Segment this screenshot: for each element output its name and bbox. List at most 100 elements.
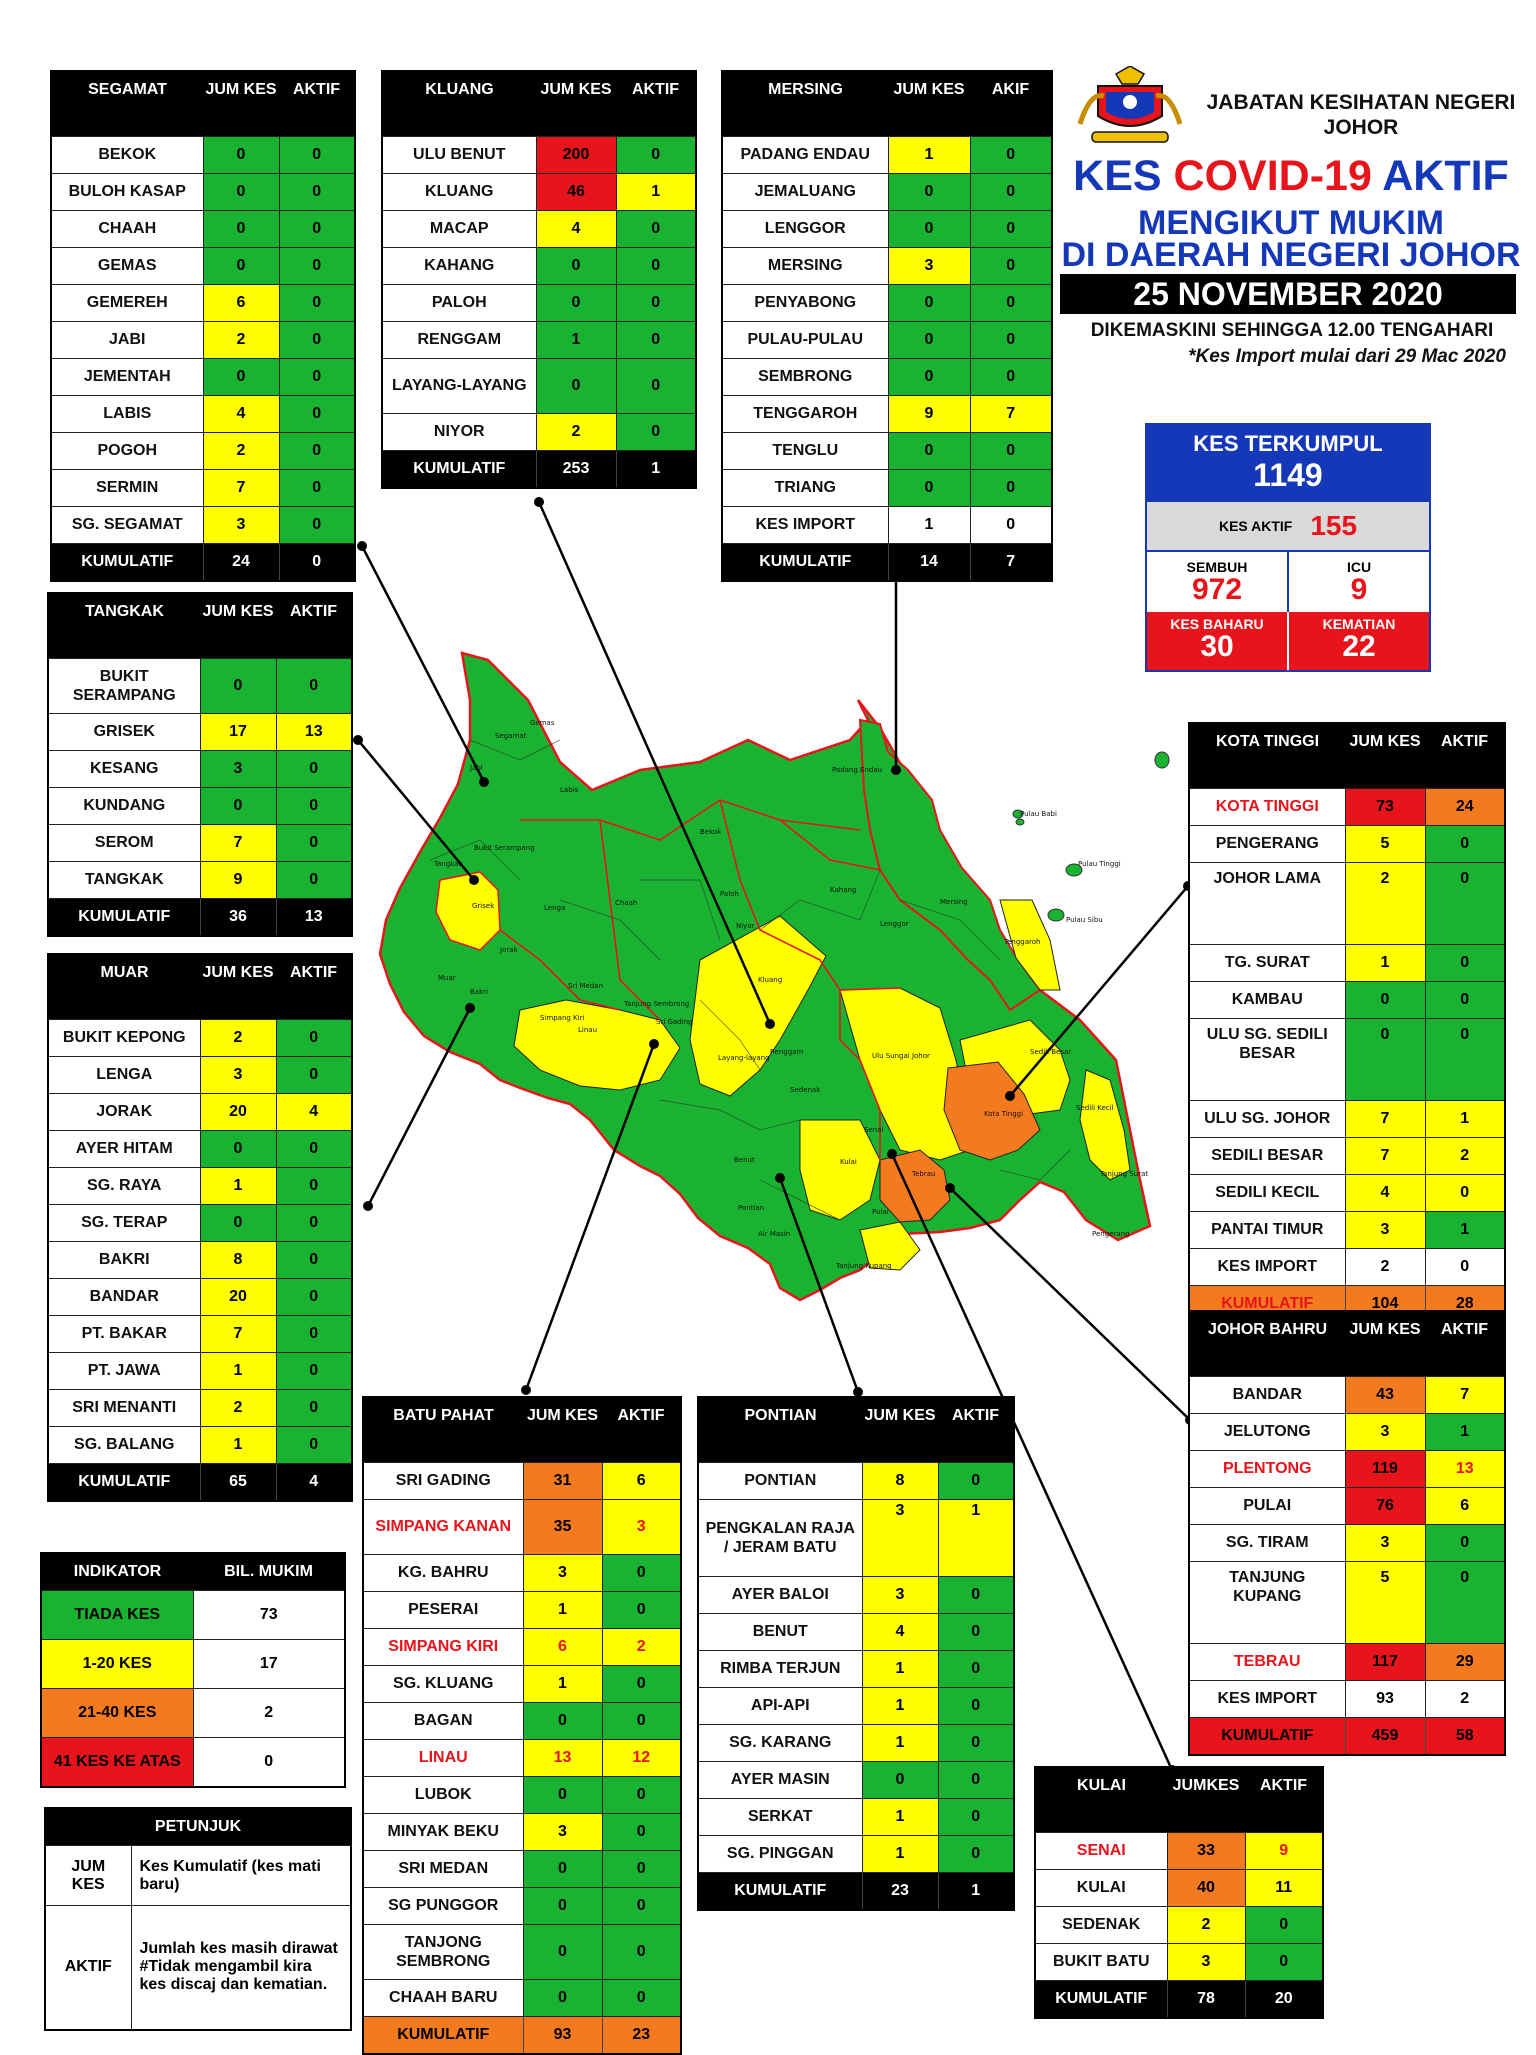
indicator-legend: INDIKATOR BIL. MUKIM TIADA KES 73 1-20 KES… — [40, 1552, 346, 1788]
table-row: SG. BALANG 1 0 — [47, 1426, 353, 1464]
stats-panel: KES TERKUMPUL 1149 KES AKTIF 155 SEMBUH … — [1145, 423, 1431, 672]
table-row: ULU BENUT 200 0 — [381, 136, 697, 174]
svg-text:Padang Endau: Padang Endau — [832, 766, 882, 774]
table-row: JEMALUANG 0 0 — [721, 173, 1053, 211]
table-row: SEDILI KECIL 4 0 — [1188, 1174, 1506, 1212]
table-row: BUKIT SERAMPANG 0 0 — [47, 658, 353, 714]
table-row: LENGA 3 0 — [47, 1056, 353, 1094]
table-row: BUKIT BATU 3 0 — [1034, 1943, 1324, 1981]
svg-text:Grisek: Grisek — [472, 902, 495, 910]
table-row: PENYABONG 0 0 — [721, 284, 1053, 322]
svg-text:Benut: Benut — [734, 1156, 755, 1164]
import-note: *Kes Import mulai dari 29 Mac 2020 — [1188, 346, 1506, 367]
legend-row: TIADA KES 73 — [40, 1590, 346, 1640]
svg-text:Jabi: Jabi — [469, 764, 483, 772]
new-cases-value: 30 — [1200, 630, 1234, 663]
table-row: PADANG ENDAU 1 0 — [721, 136, 1053, 174]
table-total-row: KUMULATIF 459 58 — [1188, 1717, 1506, 1756]
table-row: PENGKALAN RAJA / JERAM BATU 3 1 — [697, 1499, 1015, 1577]
svg-text:Lenggor: Lenggor — [880, 920, 909, 928]
table-row: KES IMPORT 2 0 — [1188, 1248, 1506, 1286]
svg-text:Linau: Linau — [578, 1026, 597, 1034]
table-row: TEBRAU 117 29 — [1188, 1643, 1506, 1681]
svg-text:Tanjung Sembrong: Tanjung Sembrong — [623, 1000, 689, 1008]
deaths-box: KEMATIAN 22 — [1287, 612, 1429, 670]
svg-text:Tangkak: Tangkak — [433, 860, 464, 868]
map-label-segamat: Segamat — [495, 732, 527, 740]
table-row: AYER MASIN 0 0 — [697, 1761, 1015, 1799]
svg-text:Pulai: Pulai — [872, 1208, 889, 1216]
johor-coat-of-arms-icon — [1068, 65, 1192, 150]
table-row: PULAU-PULAU 0 0 — [721, 321, 1053, 359]
table-row: TENGLU 0 0 — [721, 432, 1053, 470]
svg-text:Tebrau: Tebrau — [911, 1170, 935, 1178]
svg-text:Jorak: Jorak — [499, 946, 519, 954]
svg-text:Senai: Senai — [864, 1126, 883, 1134]
svg-text:Ulu Sungai Johor: Ulu Sungai Johor — [872, 1052, 930, 1060]
table-row: SEMBRONG 0 0 — [721, 358, 1053, 396]
table-kota-tinggi: KOTA TINGGI JUM KES AKTIF KOTA TINGGI 73 24 … — [1188, 722, 1506, 1324]
guide-legend: PETUNJUK JUM KES Kes Kumulatif (kes mati … — [44, 1807, 353, 2031]
table-row: BEKOK 0 0 — [50, 136, 356, 174]
table-total-row: KUMULATIF 78 20 — [1034, 1980, 1324, 2019]
svg-text:Air Masin: Air Masin — [758, 1230, 790, 1238]
table-row: ULU SG. SEDILI BESAR 0 0 — [1188, 1018, 1506, 1101]
table-row: TANGKAK 9 0 — [47, 861, 353, 899]
svg-text:Gemas: Gemas — [530, 719, 555, 727]
table-row: KOTA TINGGI 73 24 — [1188, 788, 1506, 826]
table-row: KUNDANG 0 0 — [47, 787, 353, 825]
recovered-box: SEMBUH 972 — [1147, 550, 1287, 612]
table-total-row: KUMULATIF 24 0 — [50, 543, 356, 582]
table-row: MACAP 4 0 — [381, 210, 697, 248]
table-row: TRIANG 0 0 — [721, 469, 1053, 507]
table-row: BULOH KASAP 0 0 — [50, 173, 356, 211]
report-date: 25 NOVEMBER 2020 — [1060, 274, 1516, 314]
svg-text:Lenga: Lenga — [544, 904, 565, 912]
table-row: PESERAI 1 0 — [362, 1591, 682, 1629]
table-row: SRI MEDAN 0 0 — [362, 1850, 682, 1888]
table-row: JOHOR LAMA 2 0 — [1188, 862, 1506, 945]
svg-text:Kahang: Kahang — [830, 886, 856, 894]
table-row: SG. TERAP 0 0 — [47, 1204, 353, 1242]
svg-text:Chaah: Chaah — [615, 899, 637, 907]
table-row: PT. BAKAR 7 0 — [47, 1315, 353, 1353]
table-row: SRI MENANTI 2 0 — [47, 1389, 353, 1427]
guide-row: AKTIF Jumlah kes masih dirawat #Tidak men… — [44, 1905, 352, 2030]
table-row: KES IMPORT 1 0 — [721, 506, 1053, 544]
svg-text:Kluang: Kluang — [758, 976, 782, 984]
table-kluang: KLUANG JUM KES AKTIF ULU BENUT 200 0 KLUANG 4… — [381, 70, 697, 489]
page-title: KES COVID-19 AKTIF — [1073, 152, 1509, 200]
table-row: KAHANG 0 0 — [381, 247, 697, 285]
svg-text:Mersing: Mersing — [940, 898, 968, 906]
table-row: GEMAS 0 0 — [50, 247, 356, 285]
svg-text:Tanjung Surat: Tanjung Surat — [1099, 1170, 1148, 1178]
svg-text:Bakri: Bakri — [470, 988, 488, 996]
subtitle-1: MENGIKUT MUKIM — [1138, 204, 1444, 242]
table-row: SG. PINGGAN 1 0 — [697, 1835, 1015, 1873]
table-row: CHAAH BARU 0 0 — [362, 1979, 682, 2017]
table-row: LENGGOR 0 0 — [721, 210, 1053, 248]
table-johor-bahru: JOHOR BAHRU JUM KES AKTIF BANDAR 43 7 JELUTO… — [1188, 1310, 1506, 1756]
svg-text:Sri Medan: Sri Medan — [568, 982, 603, 990]
table-total-row: KUMULATIF 14 7 — [721, 543, 1053, 582]
svg-text:Sedili Besar: Sedili Besar — [1030, 1048, 1071, 1056]
table-row: SG. TIRAM 3 0 — [1188, 1524, 1506, 1562]
table-row: BANDAR 43 7 — [1188, 1376, 1506, 1414]
svg-text:Sri Gading: Sri Gading — [656, 1018, 692, 1026]
table-row: KES IMPORT 93 2 — [1188, 1680, 1506, 1718]
new-cases-box: KES BAHARU 30 — [1147, 612, 1287, 670]
update-note: DIKEMASKINI SEHINGGA 12.00 TENGAHARI — [1090, 320, 1494, 341]
table-mersing: MERSING JUM KES AKIF PADANG ENDAU 1 0 JEMALU… — [721, 70, 1053, 582]
table-row: GRISEK 17 13 — [47, 713, 353, 751]
table-row: RIMBA TERJUN 1 0 — [697, 1650, 1015, 1688]
table-row: BANDAR 20 0 — [47, 1278, 353, 1316]
table-row: AYER BALOI 3 0 — [697, 1576, 1015, 1614]
svg-text:Renggam: Renggam — [770, 1048, 803, 1056]
table-total-row: KUMULATIF 93 23 — [362, 2016, 682, 2055]
table-total-row: KUMULATIF 65 4 — [47, 1463, 353, 1502]
svg-text:Tenggaroh: Tenggaroh — [1003, 938, 1040, 946]
table-row: PONTIAN 8 0 — [697, 1462, 1015, 1500]
recovered-value: 972 — [1191, 573, 1243, 606]
table-row: SEROM 7 0 — [47, 824, 353, 862]
svg-text:Simpang Kiri: Simpang Kiri — [540, 1014, 584, 1022]
